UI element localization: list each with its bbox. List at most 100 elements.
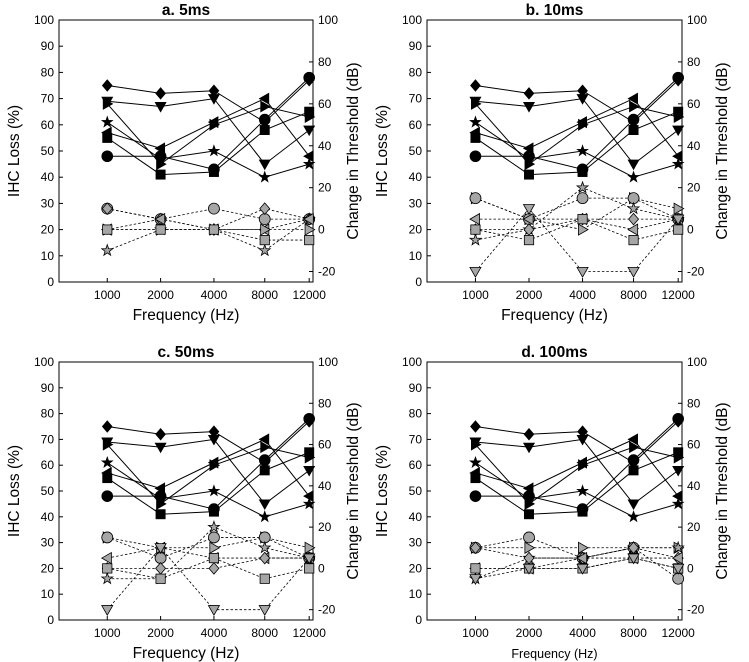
y2-tick-label: 60 [318,97,332,111]
ihc-loss-point-diamond [470,420,481,433]
threshold-change-line-diamond [475,218,679,231]
ihc-loss-line-diamond [107,420,310,464]
y2-tick-label: 40 [318,139,332,153]
threshold-change-point-square [523,235,535,246]
ihc-loss-point-triangle-right [673,110,685,123]
threshold-change-point-triangle-left [154,212,166,226]
y-tick-label: 30 [409,536,423,550]
threshold-change-point-circle [154,552,167,564]
ihc-loss-point-star [627,170,640,183]
ihc-loss-point-triangle-left [303,490,314,503]
y-axis-title: IHC Loss (%) [6,105,23,197]
ihc-loss-point-square [470,132,481,143]
y2-axis-title: Change in Threshold (dB) [345,62,362,239]
threshold-change-line-circle [107,537,310,559]
threshold-change-point-triangle-down [576,266,589,278]
y-tick-label: 70 [41,432,55,446]
ihc-loss-point-square [577,506,588,517]
y2-tick-label: 60 [687,438,701,452]
ihc-loss-point-triangle-right [471,438,482,451]
threshold-change-point-diamond [155,562,167,575]
threshold-change-point-star [258,540,272,554]
threshold-change-point-circle [469,192,482,205]
threshold-change-point-triangle-left [576,551,588,565]
y-tick-label: 70 [41,92,55,106]
threshold-change-point-diamond [628,212,640,226]
ihc-loss-point-triangle-right [629,100,640,113]
ihc-loss-line-diamond [475,79,679,123]
ihc-loss-point-square [208,506,219,517]
panel-title: c. 50ms [158,344,215,361]
y-tick-label: 10 [41,249,55,263]
threshold-change-point-circle [208,202,220,215]
y-tick-label: 90 [409,381,423,395]
ihc-loss-point-star [469,115,482,128]
chart-panel-3: 0 10 20 30 40 50 60 70 80 90 100 -20 0 20 40 60 80 100 100… [6,344,362,662]
ihc-loss-point-triangle-down [576,94,589,105]
y2-tick-label: 100 [318,355,338,369]
threshold-change-point-circle [523,531,535,544]
ihc-loss-point-triangle-down [627,499,640,511]
ihc-loss-point-star [302,497,316,510]
y-tick-label: 100 [34,355,54,369]
ihc-loss-point-triangle-down [207,434,220,446]
y-axis-title: IHC Loss (%) [374,445,391,537]
y-tick-label: 80 [409,65,423,79]
x-tick-label: 8000 [251,626,278,640]
plot-frame [58,361,314,621]
plot-frame [426,19,683,283]
y-tick-label: 30 [41,536,55,550]
ihc-loss-point-circle [101,150,114,163]
ihc-loss-point-triangle-right [260,100,271,113]
ihc-loss-point-triangle-right [156,158,167,171]
ihc-loss-point-triangle-right [304,451,316,464]
y2-tick-label: 100 [687,355,707,369]
ihc-loss-point-circle [469,490,482,502]
ihc-loss-point-square [470,473,481,484]
y2-tick-label: 80 [687,55,701,69]
ihc-loss-point-square [577,166,588,177]
x-axis-title: Frequency (Hz) [133,645,240,662]
threshold-change-point-triangle-right [578,541,589,554]
x-tick-label: 1000 [462,626,489,640]
threshold-change-point-square [208,224,220,235]
x-axis-title: Frequency (Hz) [511,647,597,661]
threshold-change-point-square [673,224,684,235]
y2-axis-title: Change in Threshold (dB) [345,402,362,579]
threshold-change-point-square [304,235,315,246]
threshold-change-point-square [155,573,166,584]
threshold-change-line-triangle-right [107,537,310,549]
x-tick-label: 4000 [201,626,228,640]
threshold-change-point-triangle-left [522,212,534,226]
y2-tick-label: 20 [687,520,701,534]
threshold-change-point-triangle-right [304,541,316,554]
threshold-change-line-triangle-down [475,208,679,272]
ihc-loss-point-triangle-left [627,92,638,105]
y2-tick-label: 20 [318,181,332,195]
threshold-change-point-star [258,243,272,257]
ihc-loss-line-diamond [475,420,679,464]
x-tick-label: 2000 [516,626,543,640]
y-tick-label: 0 [415,613,422,627]
threshold-change-point-triangle-down [671,563,685,575]
x-tick-label: 1000 [462,288,489,302]
threshold-change-point-square [577,214,588,225]
ihc-loss-point-star [302,157,316,170]
threshold-change-line-diamond [107,208,310,231]
x-tick-label: 2000 [147,288,174,302]
ihc-loss-point-triangle-left [672,150,683,163]
threshold-change-point-triangle-left [100,551,112,565]
threshold-change-point-triangle-down [101,605,114,616]
threshold-change-point-triangle-right [524,541,536,554]
x-tick-label: 12000 [293,288,327,302]
y2-tick-label: 40 [318,479,332,493]
threshold-change-point-square [259,573,270,584]
y-tick-label: 40 [41,170,55,184]
ihc-loss-point-triangle-right [673,451,685,464]
x-tick-label: 8000 [251,288,278,302]
threshold-change-line-star [107,526,310,580]
panel-title: a. 5ms [162,2,210,19]
panel-title: b. 10ms [526,2,584,19]
ihc-loss-point-triangle-right [578,459,589,472]
threshold-change-point-diamond [259,551,271,565]
